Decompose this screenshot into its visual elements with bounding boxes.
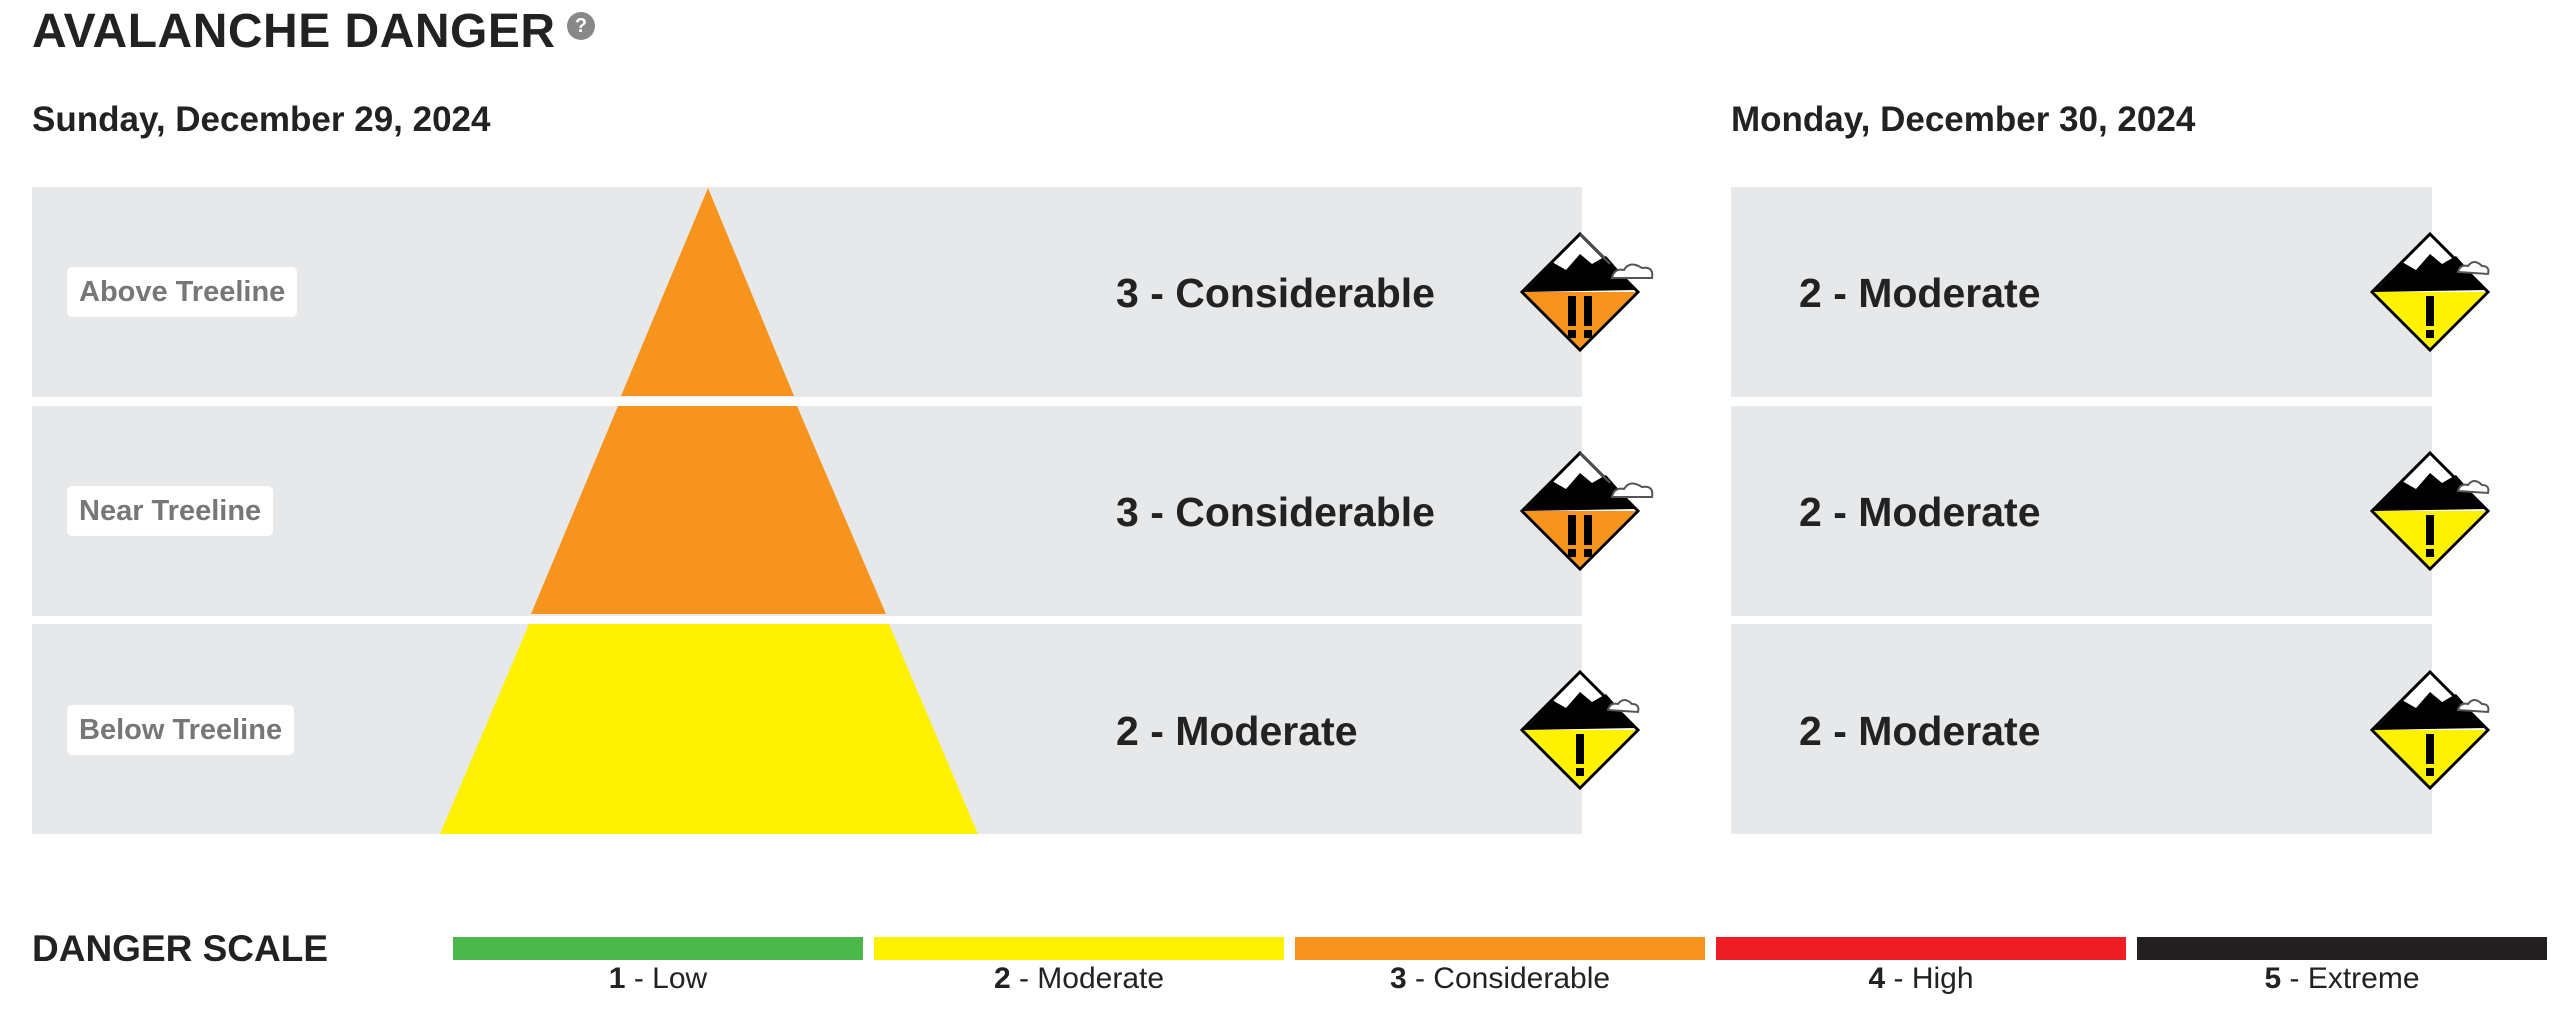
page-title: AVALANCHE DANGER	[32, 5, 556, 58]
scale-bar-3	[1295, 937, 1705, 960]
elevation-label-above-treeline: Above Treeline	[67, 267, 298, 317]
scale-bar-1	[453, 937, 863, 960]
forecast-date-day2: Monday, December 30, 2024	[1731, 100, 2196, 139]
day2-near-treeline-row	[1731, 406, 2432, 616]
danger-level-2-icon	[2370, 670, 2491, 790]
day1-below-treeline-rating: 2 - Moderate	[1116, 708, 1358, 754]
day2-below-treeline-rating: 2 - Moderate	[1799, 708, 2041, 754]
scale-bar-5	[2137, 937, 2547, 960]
danger-level-2-icon	[1520, 670, 1641, 790]
danger-level-2-icon	[2370, 232, 2491, 352]
question-circle-icon[interactable]: ?	[567, 12, 595, 40]
forecast-date-day1: Sunday, December 29, 2024	[32, 100, 491, 139]
elevation-label-near-treeline: Near Treeline	[67, 486, 274, 536]
elevation-label-below-treeline: Below Treeline	[67, 705, 295, 755]
pyramid-below-treeline	[440, 624, 978, 834]
scale-label-5: 5 - Extreme	[2264, 962, 2420, 995]
scale-bar-2	[874, 937, 1284, 960]
danger-scale-title: DANGER SCALE	[32, 928, 329, 969]
scale-label-1: 1 - Low	[608, 962, 708, 995]
day2-below-treeline-row	[1731, 624, 2432, 834]
scale-bar-4	[1716, 937, 2126, 960]
scale-label-4: 4 - High	[1868, 962, 1974, 995]
day2-near-treeline-rating: 2 - Moderate	[1799, 489, 2041, 535]
danger-level-3-icon	[1520, 232, 1654, 352]
day2-above-treeline-rating: 2 - Moderate	[1799, 270, 2041, 316]
danger-level-3-icon	[1520, 451, 1654, 571]
scale-label-2: 2 - Moderate	[993, 962, 1165, 995]
day1-near-treeline-rating: 3 - Considerable	[1116, 489, 1435, 535]
pyramid-above-treeline	[621, 188, 794, 396]
scale-label-3: 3 - Considerable	[1389, 962, 1611, 995]
day2-above-treeline-row	[1731, 187, 2432, 397]
danger-level-2-icon	[2370, 451, 2491, 571]
pyramid-near-treeline	[531, 406, 886, 614]
day1-above-treeline-rating: 3 - Considerable	[1116, 270, 1435, 316]
